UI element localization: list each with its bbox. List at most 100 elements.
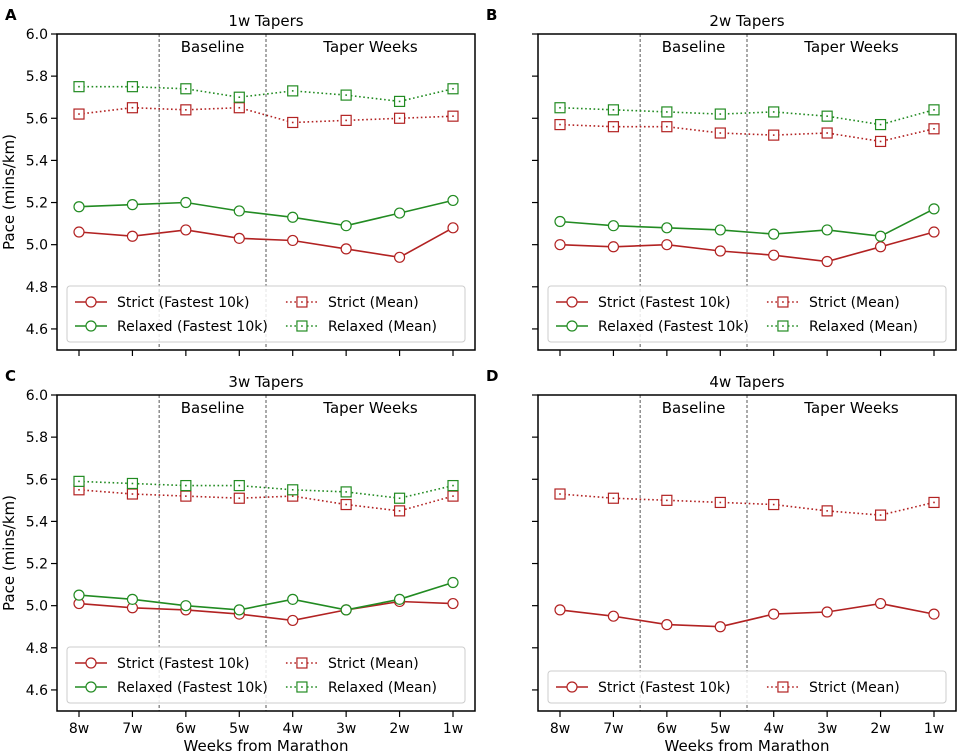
data-point-relaxed-fastest-10k [340,220,352,232]
data-point-relaxed-fastest-10k [287,593,299,605]
data-point-strict-fastest-10k [714,621,726,633]
data-point-center-relaxed-mean [238,484,241,487]
x-tick-label: 4w [764,721,784,737]
data-point-strict-fastest-10k [554,239,566,251]
x-tick-label: 1w [443,721,463,737]
y-tick-label: 5.0 [26,599,48,615]
data-point-relaxed-fastest-10k [73,589,85,601]
y-tick-label: 5.6 [26,472,48,488]
legend-box [547,285,947,343]
region-label-baseline: Baseline [662,38,726,56]
legend-label-strict-fastest-10k: Strict (Fastest 10k) [117,656,249,672]
data-point-strict-fastest-10k [180,224,192,236]
legend: Strict (Fastest 10k) Strict (Mean) Relaxed… [66,646,466,704]
y-tick-label: 5.2 [26,196,48,212]
legend-label-strict-mean: Strict (Mean) [328,656,419,672]
y-axis-label: Pace (mins/km) [0,134,18,250]
data-point-relaxed-fastest-10k [554,215,566,228]
legend-label-relaxed-fastest-10k: Relaxed (Fastest 10k) [117,680,268,696]
data-point-center-strict-mean [452,115,454,117]
data-point-center-relaxed-mean [398,497,401,500]
legend-marker-center-strict-mean [782,686,784,688]
chart-title: 2w Tapers [709,12,784,30]
data-point-relaxed-fastest-10k [393,207,406,219]
chart-panel-a: A 1w Tapers Baseline Taper Weeks 4.6 4.8 5.0 5.… [0,6,476,356]
x-tick-label: 5w [710,721,730,737]
data-point-center-relaxed-mean [238,96,241,98]
legend-label-relaxed-mean: Relaxed (Mean) [809,319,918,335]
data-point-center-strict-mean [238,497,241,500]
legend-marker-center-relaxed-mean [301,325,303,327]
data-point-strict-fastest-10k [126,230,139,242]
panel-label: B [486,6,497,24]
data-point-center-strict-mean [185,109,187,111]
x-tick-label: 6w [657,721,677,737]
series-line-strict-fastest-10k [78,227,454,259]
data-point-strict-fastest-10k [661,239,673,251]
data-point-center-strict-mean [345,503,347,506]
x-tick-label: 7w [603,721,623,737]
data-point-center-strict-mean [78,113,80,115]
region-label-taper-weeks: Taper Weeks [803,38,899,56]
legend-marker-strict-fastest-10k [85,657,97,669]
data-point-relaxed-fastest-10k [180,600,192,612]
legend-box [66,646,466,704]
data-point-center-strict-mean [933,128,935,130]
data-point-strict-fastest-10k [928,608,940,620]
legend-marker-center-relaxed-mean [301,686,303,688]
data-point-relaxed-fastest-10k [661,222,673,234]
x-tick-label: 3w [336,721,356,737]
data-point-center-strict-mean [666,499,668,502]
x-tick-label: 2w [389,721,409,737]
data-point-center-relaxed-mean [612,109,615,111]
legend-marker-center-strict-mean [782,301,784,303]
data-point-center-relaxed-mean [879,123,882,126]
data-point-center-strict-mean [612,125,615,128]
data-point-relaxed-fastest-10k [126,199,139,211]
legend: Strict (Fastest 10k) Strict (Mean) [547,670,947,704]
legend-label-strict-fastest-10k: Strict (Fastest 10k) [598,295,730,311]
y-tick-label: 5.0 [26,238,48,254]
plot-frame [56,33,476,351]
y-tick-label: 5.8 [26,69,48,85]
data-point-relaxed-fastest-10k [340,604,352,616]
data-point-center-relaxed-mean [185,484,187,487]
chart-panel-d: D 4w Tapers Baseline Taper Weeks 8w 7w 6w 5w 4w 3… [486,367,957,754]
legend-box [66,285,466,343]
series-line-relaxed-fastest-10k [78,199,454,227]
panel-label: C [5,367,16,385]
x-tick-label: 8w [550,721,570,737]
data-point-center-relaxed-mean [933,109,935,111]
series-line-relaxed-mean [78,480,454,500]
data-point-relaxed-fastest-10k [607,220,620,232]
x-tick-label: 7w [122,721,142,737]
panel-label: A [5,6,17,24]
data-point-relaxed-fastest-10k [714,224,726,236]
data-point-relaxed-fastest-10k [126,593,139,605]
series-line-strict-fastest-10k [559,602,935,628]
y-tick-label: 5.4 [26,514,48,530]
data-point-center-strict-mean [879,140,882,143]
data-point-center-relaxed-mean [131,482,134,485]
legend-marker-strict-fastest-10k [85,296,97,308]
panel-label: D [486,367,498,385]
data-point-center-strict-mean [291,495,294,497]
data-point-strict-fastest-10k [768,608,780,620]
data-point-center-strict-mean [879,514,882,516]
data-point-center-relaxed-mean [666,111,668,113]
data-point-center-strict-mean [345,119,347,122]
x-tick-label: 2w [870,721,890,737]
y-tick-label: 6.0 [26,27,48,43]
x-axis-label: Weeks from Marathon [665,737,830,754]
data-point-relaxed-fastest-10k [287,211,299,223]
chart-title: 4w Tapers [709,373,784,391]
legend: Strict (Fastest 10k) Strict (Mean) Relaxed… [66,285,466,343]
x-tick-label: 1w [924,721,944,737]
data-point-strict-fastest-10k [661,619,673,631]
data-point-strict-fastest-10k [821,255,833,268]
data-point-relaxed-fastest-10k [73,201,85,213]
legend-label-strict-mean: Strict (Mean) [809,295,900,311]
data-point-relaxed-fastest-10k [447,194,459,207]
data-point-center-strict-mean [238,106,241,109]
chart-panel-b: B 2w Tapers Baseline Taper Weeks Strict (Fas… [486,6,957,356]
